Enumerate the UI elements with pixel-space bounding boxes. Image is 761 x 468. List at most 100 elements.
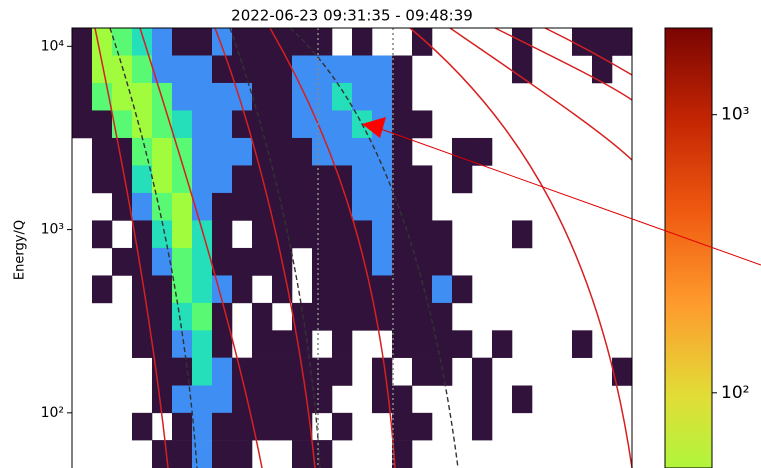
heatmap-cell (132, 330, 152, 358)
heatmap-cell (192, 165, 212, 193)
heatmap-cell (72, 55, 92, 83)
heatmap-cell (212, 138, 232, 166)
heatmap-cell (232, 138, 252, 166)
heatmap-cell (132, 28, 152, 56)
heatmap-cell (172, 83, 192, 111)
heatmap-cell (152, 193, 172, 221)
heatmap-cell (92, 165, 112, 193)
heatmap-cell (252, 385, 272, 413)
heatmap-cell (412, 413, 432, 441)
heatmap-cell (232, 165, 252, 193)
heatmap-cell (472, 358, 492, 386)
heatmap-cell (612, 28, 632, 56)
heatmap-cell (472, 413, 492, 441)
heatmap-cell (392, 55, 412, 83)
heatmap-cell (292, 55, 312, 83)
heatmap-cell (372, 193, 392, 221)
heatmap-cell (332, 275, 352, 303)
heatmap-cell (272, 28, 292, 56)
heatmap-cell (252, 303, 272, 331)
heatmap-cell (372, 165, 392, 193)
heatmap-cell (152, 55, 172, 83)
heatmap-cell (172, 28, 192, 56)
heatmap-cell (112, 28, 132, 56)
heatmap-cell (332, 138, 352, 166)
heatmap-cell (392, 248, 412, 276)
heatmap-cell (92, 275, 112, 303)
heatmap-cell (72, 83, 92, 111)
heatmap-cell (312, 248, 332, 276)
heatmap-cell (352, 28, 372, 56)
heatmap-cell (152, 275, 172, 303)
heatmap-cell (252, 248, 272, 276)
heatmap-cell (472, 385, 492, 413)
heatmap-cell (332, 358, 352, 386)
heatmap-cell (232, 248, 252, 276)
heatmap-cell (252, 55, 272, 83)
heatmap-cell (332, 413, 352, 441)
heatmap-cell (392, 413, 412, 441)
heatmap-cell (452, 330, 472, 358)
heatmap-cell (252, 330, 272, 358)
heatmap-cell (212, 330, 232, 358)
heatmap-cell (452, 138, 472, 166)
heatmap-cell (132, 138, 152, 166)
heatmap-cell (372, 248, 392, 276)
heatmap-cell (352, 138, 372, 166)
heatmap-cell (172, 413, 192, 441)
heatmap-cell (332, 248, 352, 276)
heatmap-cell (312, 165, 332, 193)
heatmap-cell (512, 220, 532, 248)
heatmap-cell (212, 110, 232, 138)
heatmap-cell (352, 275, 372, 303)
heatmap-cell (212, 413, 232, 441)
chart: 2022-06-23 09:31:35 - 09:48:39 Energy/Q … (0, 0, 761, 468)
y-tick-label: 10³ (41, 222, 64, 238)
heatmap-cell (272, 110, 292, 138)
heatmap-cell (312, 275, 332, 303)
heatmap-cell (252, 110, 272, 138)
colorbar-tick-label: 10³ (721, 105, 749, 125)
heatmap-cell (312, 303, 332, 331)
heatmap-cell (352, 165, 372, 193)
heatmap-cell (352, 83, 372, 111)
heatmap-cell (92, 28, 112, 56)
heatmap-cell (312, 385, 332, 413)
heatmap-cell (212, 193, 232, 221)
heatmap-cell (392, 385, 412, 413)
heatmap-cell (392, 303, 412, 331)
heatmap-cell (292, 220, 312, 248)
heatmap-cell (432, 220, 452, 248)
heatmap-cell (372, 220, 392, 248)
heatmap-cell (512, 55, 532, 83)
heatmap-cell (412, 275, 432, 303)
heatmap-cell (272, 385, 292, 413)
heatmap-cell (272, 330, 292, 358)
heatmap-cell (232, 28, 252, 56)
y-tick-label: 10² (41, 405, 64, 421)
heatmap-cell (212, 248, 232, 276)
heatmap-cell (372, 358, 392, 386)
heatmap-cell (192, 138, 212, 166)
heatmap-cell (332, 110, 352, 138)
heatmap-cell (172, 220, 192, 248)
heatmap-cell (332, 330, 352, 358)
heatmap-cell (372, 138, 392, 166)
y-tick-label: 10⁴ (41, 38, 65, 54)
heatmap-cell (332, 220, 352, 248)
heatmap-cell (512, 385, 532, 413)
heatmap-cell (112, 248, 132, 276)
heatmap-cell (272, 413, 292, 441)
heatmap-cell (72, 110, 92, 138)
heatmap-cell (292, 165, 312, 193)
heatmap-cell (432, 248, 452, 276)
heatmap-cell (152, 248, 172, 276)
heatmap-cell (192, 358, 212, 386)
heatmap-cell (232, 275, 252, 303)
heatmap-cell (352, 303, 372, 331)
heatmap-cell (92, 138, 112, 166)
chart-title: 2022-06-23 09:31:35 - 09:48:39 (231, 7, 473, 25)
heatmap-cell (232, 193, 252, 221)
heatmap-cell (592, 28, 612, 56)
heatmap-cell (192, 275, 212, 303)
